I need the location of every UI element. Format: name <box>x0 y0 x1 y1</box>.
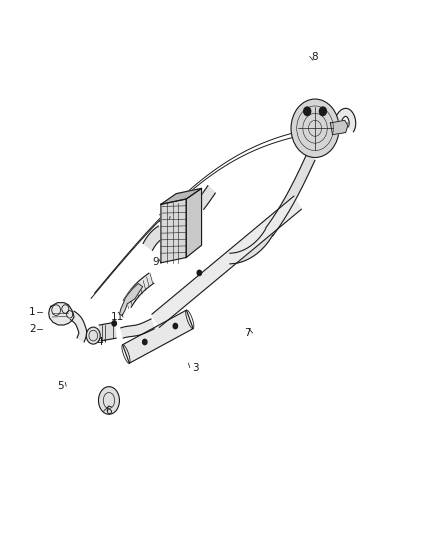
Polygon shape <box>120 284 143 316</box>
Polygon shape <box>121 319 154 338</box>
Text: 5: 5 <box>58 381 64 391</box>
Polygon shape <box>334 108 356 132</box>
Text: 1: 1 <box>29 306 35 317</box>
Circle shape <box>197 270 201 276</box>
Polygon shape <box>161 199 186 263</box>
Text: 11: 11 <box>111 312 124 322</box>
Circle shape <box>173 324 177 329</box>
Circle shape <box>112 321 117 326</box>
Text: 9: 9 <box>152 257 159 267</box>
Polygon shape <box>99 322 116 341</box>
Text: 10: 10 <box>158 214 171 224</box>
Polygon shape <box>143 226 163 251</box>
Ellipse shape <box>99 386 120 414</box>
Text: 2: 2 <box>29 324 35 334</box>
Polygon shape <box>123 310 193 363</box>
Text: 6: 6 <box>106 406 112 416</box>
Text: 3: 3 <box>192 362 198 373</box>
Polygon shape <box>49 303 74 325</box>
Polygon shape <box>330 120 348 135</box>
Text: 4: 4 <box>97 337 103 347</box>
Polygon shape <box>265 155 315 236</box>
Circle shape <box>143 340 147 345</box>
Text: 8: 8 <box>312 52 318 61</box>
Circle shape <box>86 327 100 344</box>
Circle shape <box>319 107 326 116</box>
Polygon shape <box>197 185 215 209</box>
Polygon shape <box>161 188 201 204</box>
Polygon shape <box>124 273 154 307</box>
Polygon shape <box>71 311 87 342</box>
Circle shape <box>291 99 339 158</box>
Polygon shape <box>186 188 201 257</box>
Text: 7: 7 <box>244 328 251 338</box>
Circle shape <box>304 107 311 116</box>
Polygon shape <box>152 196 301 327</box>
Polygon shape <box>230 229 273 264</box>
